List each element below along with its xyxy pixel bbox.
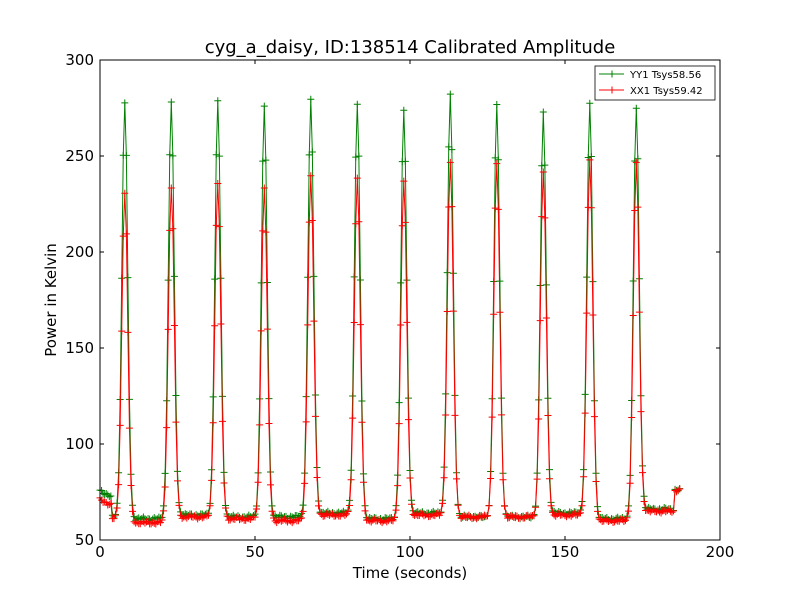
x-tick-label: 200 [706,543,735,561]
y-tick-label: 50 [75,531,94,549]
y-tick-label: 200 [65,243,94,261]
y-tick-label: 150 [65,339,94,357]
y-tick-label: 100 [65,435,94,453]
legend-marker-yy1 [608,70,616,78]
series-layer [96,90,684,528]
legend-label-yy1: YY1 Tsys58.56 [629,70,701,81]
legend-box [594,65,716,101]
plot-frame [99,59,721,541]
x-tick-label: 150 [551,543,580,561]
legend: YY1 Tsys58.56 XX1 Tsys59.42 [594,65,716,101]
y-axis-label: Power in Kelvin [42,243,60,357]
y-tick-label: 300 [65,51,94,69]
chart-title: cyg_a_daisy, ID:138514 Calibrated Amplit… [205,37,616,58]
x-tick-label: 0 [95,543,105,561]
legend-label-xx1: XX1 Tsys59.42 [630,86,703,97]
x-tick-label: 50 [245,543,264,561]
legend-marker-xx1 [608,86,616,94]
x-tick-label: 100 [396,543,425,561]
y-tick-label: 250 [65,147,94,165]
x-axis-label: Time (seconds) [352,564,468,582]
